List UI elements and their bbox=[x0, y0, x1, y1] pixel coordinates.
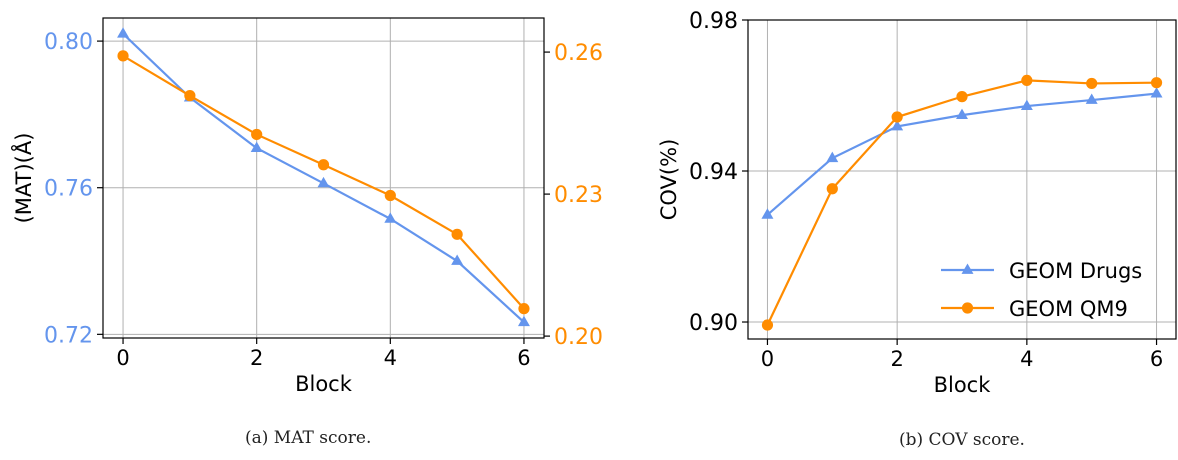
legend-marker bbox=[961, 263, 974, 274]
data-point bbox=[317, 176, 330, 188]
x-tick-label: 6 bbox=[1150, 347, 1163, 371]
data-point bbox=[384, 189, 396, 202]
x-tick-label: 0 bbox=[761, 347, 774, 371]
data-point bbox=[517, 315, 530, 327]
data-point bbox=[384, 212, 397, 223]
data-point bbox=[761, 208, 774, 219]
x-axis-label: Block bbox=[934, 373, 992, 397]
legend-label: GEOM QM9 bbox=[1009, 297, 1128, 321]
y-tick-label: 0.90 bbox=[689, 311, 738, 336]
plot-frame bbox=[102, 17, 545, 339]
data-point bbox=[1150, 87, 1163, 98]
mat-chart: 0 2 4 6 0.72 0.76 0.80 0.20 0.23 0.26 Block (MAT)(Å… bbox=[10, 17, 603, 396]
legend-marker bbox=[961, 302, 974, 314]
x-tick-label: 0 bbox=[116, 346, 129, 370]
data-point bbox=[826, 183, 838, 195]
caption-cov: (b) COV score. bbox=[899, 430, 1025, 450]
y-tick-label: 0.94 bbox=[689, 160, 738, 185]
data-point bbox=[826, 151, 839, 163]
data-point bbox=[1086, 77, 1098, 90]
data-point bbox=[451, 228, 463, 240]
data-point bbox=[1021, 74, 1033, 87]
y-axis-label: (MAT)(Å) bbox=[10, 133, 36, 224]
x-tick-label: 4 bbox=[1020, 347, 1033, 371]
y-tick-label: 0.80 bbox=[44, 30, 93, 55]
caption-mat: (a) MAT score. bbox=[245, 428, 372, 448]
y-tick-label: 0.72 bbox=[44, 323, 93, 348]
cov-chart: 0 2 4 6 0.90 0.94 0.98 Block COV(%) GEOM Drugs GEO… bbox=[657, 9, 1177, 397]
data-point bbox=[891, 111, 903, 123]
data-point bbox=[451, 254, 464, 265]
data-point bbox=[117, 27, 130, 38]
y2-tick-label: 0.26 bbox=[554, 41, 603, 66]
data-point bbox=[117, 50, 129, 62]
data-point bbox=[251, 128, 263, 141]
y-tick-label: 0.76 bbox=[44, 177, 93, 202]
y2-tick-label: 0.23 bbox=[554, 183, 603, 208]
y2-tick-label: 0.20 bbox=[554, 325, 603, 350]
plot-frame bbox=[747, 19, 1177, 340]
data-point bbox=[184, 90, 196, 102]
legend-label: GEOM Drugs bbox=[1009, 259, 1142, 283]
x-tick-label: 4 bbox=[384, 346, 397, 370]
data-point bbox=[518, 303, 530, 315]
data-point bbox=[891, 119, 904, 131]
y-axis-label: COV(%) bbox=[657, 139, 681, 221]
data-point bbox=[1020, 99, 1033, 110]
data-point bbox=[1150, 77, 1163, 89]
x-axis-label: Block bbox=[295, 372, 353, 396]
data-point bbox=[250, 141, 263, 153]
data-point bbox=[956, 108, 968, 120]
y-tick-label: 0.98 bbox=[689, 9, 738, 34]
x-tick-label: 6 bbox=[517, 346, 530, 370]
x-tick-label: 2 bbox=[890, 347, 903, 371]
data-point bbox=[956, 91, 968, 103]
data-point bbox=[1085, 93, 1098, 104]
data-point bbox=[761, 319, 774, 331]
data-point bbox=[317, 159, 330, 171]
x-tick-label: 2 bbox=[250, 346, 263, 370]
